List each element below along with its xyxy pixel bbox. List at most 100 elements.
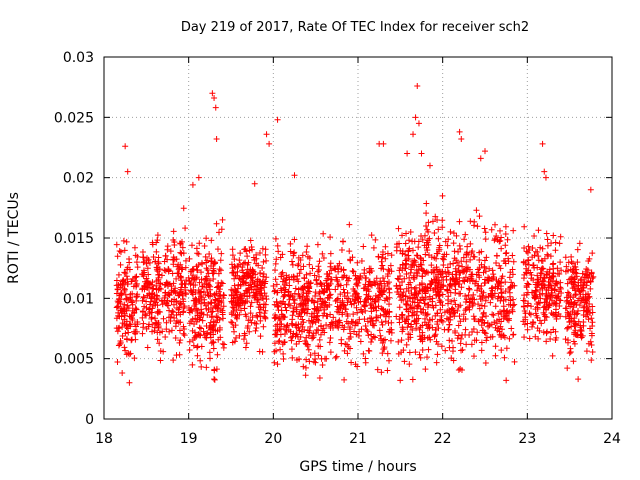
data-point xyxy=(256,309,263,316)
data-point xyxy=(571,329,578,336)
data-point xyxy=(402,300,409,307)
data-point xyxy=(327,234,334,241)
data-point xyxy=(423,287,430,294)
data-point xyxy=(486,265,493,272)
data-point xyxy=(493,252,500,259)
data-point xyxy=(538,320,545,327)
data-point xyxy=(143,312,150,319)
data-point xyxy=(186,255,193,262)
data-point xyxy=(406,361,413,368)
data-point xyxy=(489,287,496,294)
data-point xyxy=(521,244,528,251)
data-point xyxy=(260,273,267,280)
data-point xyxy=(236,332,243,339)
data-point xyxy=(179,238,186,245)
data-point xyxy=(435,341,442,348)
data-point xyxy=(252,327,259,334)
data-point xyxy=(299,316,306,323)
data-point xyxy=(148,309,155,316)
data-point xyxy=(534,276,541,283)
data-point xyxy=(277,316,284,323)
data-point xyxy=(203,364,210,371)
data-point xyxy=(216,266,223,273)
data-point xyxy=(203,235,210,242)
data-point xyxy=(567,303,574,310)
data-point xyxy=(120,277,127,284)
data-point xyxy=(397,265,404,272)
data-point xyxy=(132,305,139,312)
grid-lines xyxy=(104,57,612,419)
data-point xyxy=(462,292,469,299)
data-point xyxy=(327,349,334,356)
data-point xyxy=(350,318,357,325)
data-point xyxy=(406,349,413,356)
data-point xyxy=(568,298,575,305)
data-point xyxy=(206,286,213,293)
data-point xyxy=(139,297,146,304)
data-point xyxy=(303,271,310,278)
data-point xyxy=(452,329,459,336)
data-point xyxy=(395,338,402,345)
data-point xyxy=(124,276,131,283)
data-point xyxy=(294,262,301,269)
data-point xyxy=(321,303,328,310)
data-point xyxy=(196,279,203,286)
data-point xyxy=(550,270,557,277)
data-point xyxy=(544,242,551,249)
data-point xyxy=(568,323,575,330)
data-point xyxy=(171,239,178,246)
data-point xyxy=(433,277,440,284)
data-point xyxy=(424,354,431,361)
data-point xyxy=(114,286,121,293)
data-point xyxy=(340,266,347,273)
data-point xyxy=(153,264,160,271)
data-point xyxy=(366,278,373,285)
data-point xyxy=(381,278,388,285)
data-point xyxy=(320,298,327,305)
data-point xyxy=(166,328,173,335)
data-point xyxy=(489,275,496,282)
data-point xyxy=(378,319,385,326)
data-point xyxy=(344,350,351,357)
data-point xyxy=(257,313,264,320)
data-point xyxy=(312,306,319,313)
data-point xyxy=(219,340,226,347)
data-point xyxy=(482,229,489,236)
data-point xyxy=(444,287,451,294)
data-point xyxy=(475,269,482,276)
data-point xyxy=(208,314,215,321)
data-point xyxy=(525,256,532,263)
data-point xyxy=(235,263,242,270)
data-point xyxy=(445,293,452,300)
data-point xyxy=(503,377,510,384)
data-point xyxy=(113,304,120,311)
data-point xyxy=(368,300,375,307)
data-point xyxy=(369,335,376,342)
data-point xyxy=(453,232,460,239)
data-point xyxy=(364,328,371,335)
data-point xyxy=(520,297,527,304)
data-point xyxy=(360,243,367,250)
data-point xyxy=(471,316,478,323)
data-point xyxy=(228,298,235,305)
data-point xyxy=(411,299,418,306)
data-point xyxy=(211,300,218,307)
data-point xyxy=(321,355,328,362)
data-point xyxy=(354,294,361,301)
data-point xyxy=(288,346,295,353)
data-point xyxy=(581,303,588,310)
data-point xyxy=(557,233,564,240)
data-point xyxy=(477,155,484,162)
data-point xyxy=(431,266,438,273)
data-point xyxy=(411,311,418,318)
data-point xyxy=(404,150,411,157)
data-point xyxy=(241,292,248,299)
data-point xyxy=(435,280,442,287)
data-point xyxy=(476,213,483,220)
data-point xyxy=(167,248,174,255)
data-point xyxy=(362,275,369,282)
data-point xyxy=(154,232,161,239)
data-point xyxy=(148,295,155,302)
data-point xyxy=(326,301,333,308)
data-point xyxy=(297,266,304,273)
